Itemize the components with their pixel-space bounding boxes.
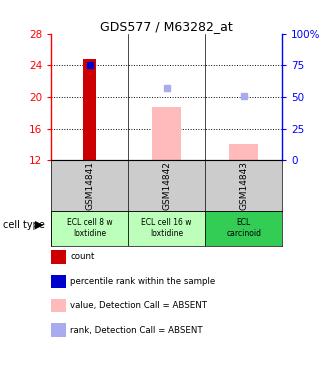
Text: rank, Detection Call = ABSENT: rank, Detection Call = ABSENT: [70, 326, 203, 334]
Text: percentile rank within the sample: percentile rank within the sample: [70, 277, 215, 286]
Text: ECL cell 8 w
loxtidine: ECL cell 8 w loxtidine: [67, 218, 113, 238]
Text: ▶: ▶: [35, 220, 43, 230]
Text: GSM14842: GSM14842: [162, 161, 171, 210]
Bar: [51, 211, 128, 246]
Text: cell type: cell type: [3, 220, 45, 230]
Title: GDS577 / M63282_at: GDS577 / M63282_at: [100, 20, 233, 33]
Text: GSM14841: GSM14841: [85, 161, 94, 210]
Text: ECL cell 16 w
loxtidine: ECL cell 16 w loxtidine: [141, 218, 192, 238]
Bar: [152, 106, 181, 160]
Bar: [83, 59, 96, 160]
Bar: [128, 211, 205, 246]
Text: ECL
carcinoid: ECL carcinoid: [226, 218, 261, 238]
Text: GSM14843: GSM14843: [239, 161, 248, 210]
Text: count: count: [70, 252, 95, 261]
Text: value, Detection Call = ABSENT: value, Detection Call = ABSENT: [70, 301, 207, 310]
Bar: [205, 211, 282, 246]
Bar: [229, 144, 258, 160]
